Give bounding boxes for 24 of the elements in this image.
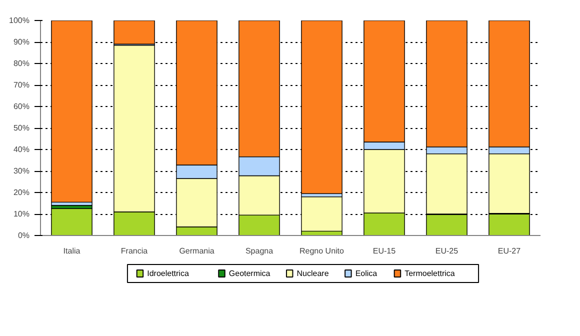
- legend-label: Eolica: [355, 269, 378, 278]
- y-tick-label: 80%: [13, 59, 30, 68]
- y-tick-label: 60%: [13, 102, 30, 111]
- x-tick-label: Italia: [63, 246, 81, 256]
- legend-label: Termoelettrica: [404, 269, 456, 278]
- y-tick-label: 100%: [9, 16, 30, 25]
- y-tick-label: 90%: [13, 38, 30, 46]
- y-tick-label: 50%: [13, 124, 30, 132]
- x-tick-label: Francia: [120, 246, 148, 256]
- x-tick-label: Regno Unito: [300, 246, 345, 256]
- x-tick-label: Spagna: [245, 246, 274, 256]
- x-tick-label: EU-25: [435, 246, 459, 256]
- y-tick-label: 20%: [13, 188, 30, 197]
- x-tick-label: Germania: [179, 246, 215, 256]
- y-tick-label: 40%: [13, 145, 30, 154]
- y-tick-label: 30%: [13, 166, 30, 176]
- y-tick-label: 10%: [13, 210, 30, 218]
- legend-label: Idroelettrica: [147, 269, 190, 278]
- legend-label: Geotermica: [228, 269, 271, 278]
- legend-label: Nucleare: [296, 269, 330, 278]
- y-tick-label: 70%: [13, 80, 30, 90]
- y-tick-label: 0%: [18, 231, 30, 240]
- x-tick-label: EU-27: [498, 246, 522, 256]
- x-tick-label: EU-15: [372, 246, 396, 256]
